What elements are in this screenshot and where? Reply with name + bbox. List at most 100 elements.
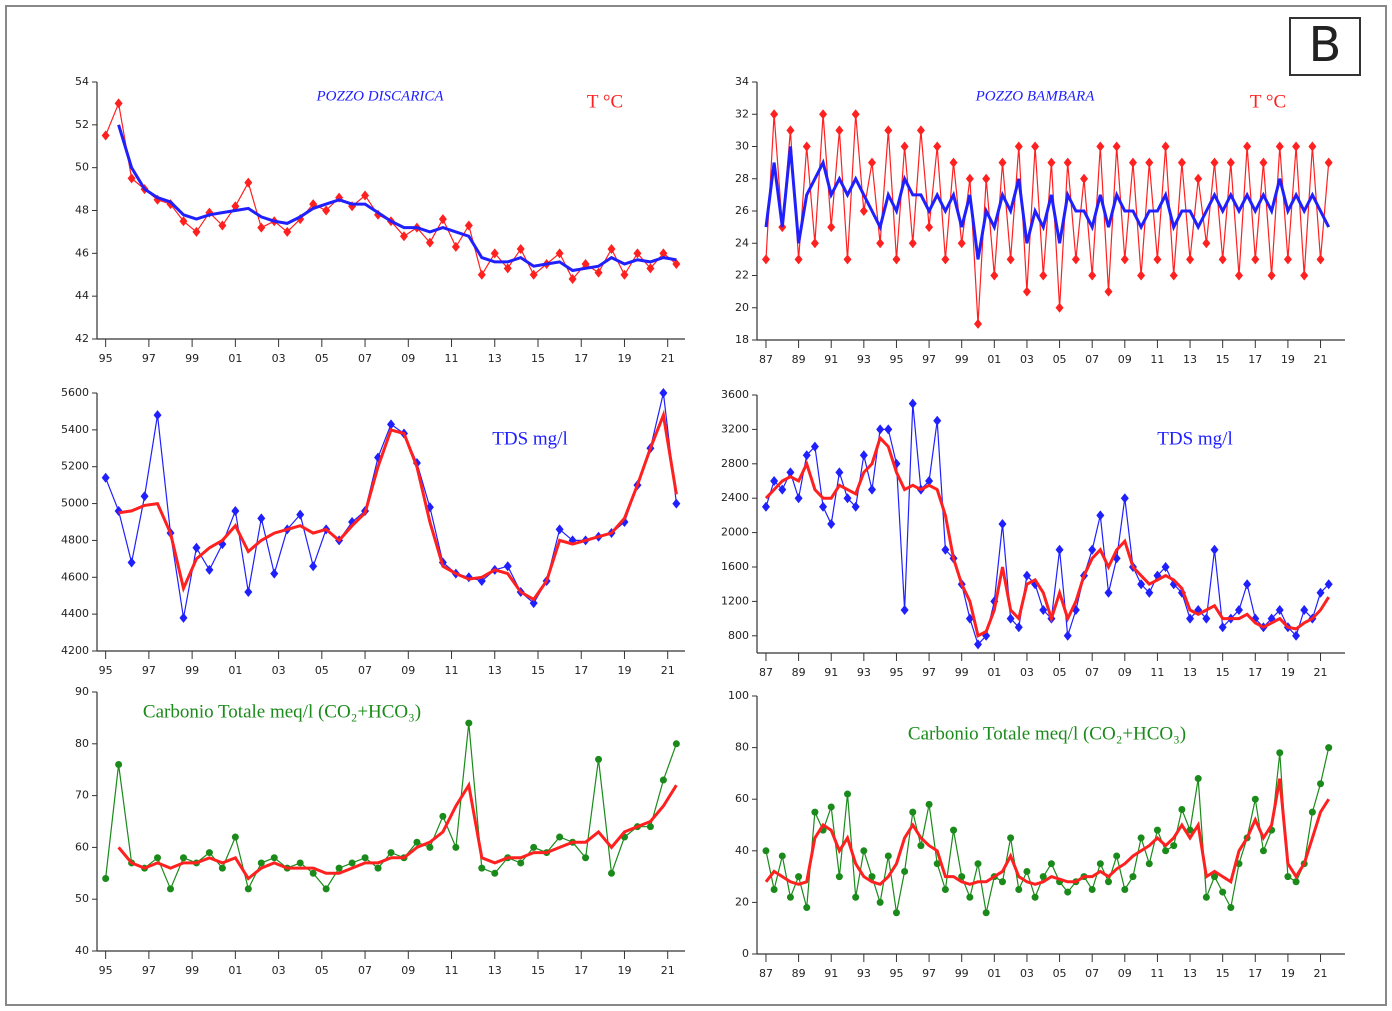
point <box>503 561 512 572</box>
point <box>1251 254 1260 265</box>
point <box>1226 157 1235 168</box>
point <box>503 263 512 274</box>
point <box>835 125 844 136</box>
point <box>778 484 787 495</box>
point <box>1055 544 1064 555</box>
point <box>1080 173 1089 184</box>
x-tick-label: 05 <box>315 964 329 977</box>
figure-border <box>5 5 1387 1006</box>
point <box>819 501 828 512</box>
y-tick-label: 4200 <box>61 644 89 657</box>
point <box>1088 886 1096 893</box>
point <box>101 130 110 141</box>
point <box>231 833 239 841</box>
x-tick-label: 05 <box>1053 353 1067 366</box>
point <box>1162 847 1170 855</box>
point <box>901 867 909 875</box>
point <box>1031 893 1039 901</box>
point <box>1031 141 1040 152</box>
y-tick-label: 54 <box>75 75 89 88</box>
x-tick-label: 93 <box>857 666 871 679</box>
point <box>827 519 836 529</box>
point <box>851 501 860 512</box>
point <box>1210 157 1219 168</box>
point <box>941 254 950 265</box>
point <box>387 419 395 430</box>
point <box>452 843 460 851</box>
x-tick-label: 03 <box>272 352 286 365</box>
x-tick-label: 11 <box>445 352 459 365</box>
x-tick-label: 17 <box>574 352 588 365</box>
point <box>205 849 213 857</box>
y-tick-label: 34 <box>735 75 749 88</box>
point <box>399 231 408 242</box>
y-tick-label: 2800 <box>721 457 749 470</box>
y-tick-label: 1200 <box>721 594 749 607</box>
point <box>426 843 434 851</box>
point <box>1202 238 1211 249</box>
point <box>1088 270 1097 281</box>
point <box>1325 744 1333 752</box>
point <box>1259 157 1268 168</box>
y-tick-label: 90 <box>75 685 89 698</box>
point <box>949 157 958 168</box>
x-tick-label: 05 <box>315 664 329 677</box>
point <box>309 869 317 877</box>
point <box>1186 826 1194 834</box>
point <box>659 248 668 259</box>
point <box>464 220 473 231</box>
point <box>786 893 794 901</box>
point <box>659 776 667 784</box>
x-tick-label: 99 <box>185 664 199 677</box>
point <box>778 852 786 860</box>
point <box>1137 270 1146 281</box>
point <box>1202 613 1211 624</box>
point <box>1292 141 1301 152</box>
x-tick-label: 15 <box>1216 666 1230 679</box>
point <box>770 109 779 120</box>
point <box>1137 834 1145 842</box>
point <box>1300 270 1309 281</box>
point <box>1186 254 1195 265</box>
point <box>594 267 603 278</box>
point <box>439 812 447 820</box>
point <box>770 886 778 893</box>
x-tick-label: 05 <box>1053 967 1067 980</box>
point <box>218 864 226 872</box>
point <box>1096 860 1104 868</box>
x-tick-label: 11 <box>1150 967 1164 980</box>
y-tick-label: 4400 <box>61 607 89 620</box>
point <box>1161 562 1170 572</box>
x-tick-label: 21 <box>1314 353 1328 366</box>
panel-label-box <box>1289 17 1361 76</box>
x-tick-label: 17 <box>1248 666 1262 679</box>
point <box>860 847 868 855</box>
x-tick-label: 19 <box>617 352 631 365</box>
point <box>1129 873 1137 881</box>
x-tick-label: 17 <box>574 664 588 677</box>
point <box>1096 510 1105 521</box>
point <box>786 125 795 136</box>
y-tick-label: 60 <box>75 840 89 853</box>
x-tick-label: 15 <box>1216 967 1230 980</box>
y-tick-label: 42 <box>75 332 89 345</box>
x-tick-label: 99 <box>955 353 969 366</box>
point <box>1218 622 1227 633</box>
point <box>477 269 486 280</box>
x-tick-label: 11 <box>1150 666 1164 679</box>
point <box>1227 904 1235 912</box>
x-tick-label: 01 <box>987 666 1001 679</box>
point <box>270 854 278 862</box>
x-tick-label: 05 <box>315 352 329 365</box>
point <box>884 424 893 435</box>
x-tick-label: 15 <box>1216 353 1230 366</box>
smooth-line <box>764 146 1331 260</box>
point <box>179 612 188 623</box>
point <box>1120 493 1129 504</box>
point <box>1283 254 1292 265</box>
x-tick-label: 17 <box>574 964 588 977</box>
x-tick-label: 17 <box>1248 967 1262 980</box>
x-tick-label: 89 <box>792 666 806 679</box>
point <box>794 254 803 265</box>
point <box>803 904 811 912</box>
